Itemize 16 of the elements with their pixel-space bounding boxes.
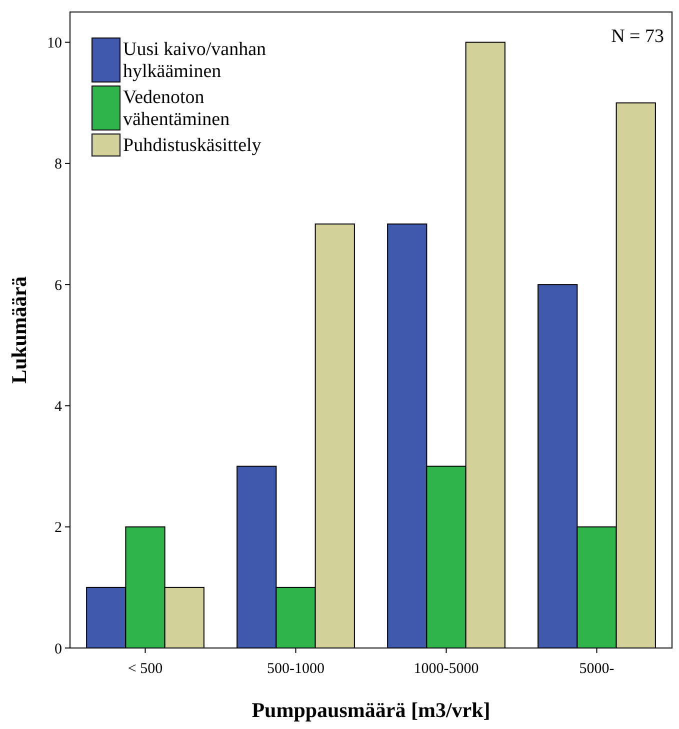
- annotation: N = 73: [611, 26, 664, 47]
- y-tick-label: 2: [54, 520, 62, 536]
- y-tick-label: 0: [54, 641, 62, 658]
- y-axis-title: Lukumäärä: [7, 276, 31, 384]
- y-tick-label: 6: [54, 278, 62, 294]
- x-axis-title: Pumppausmäärä [m3/vrk]: [252, 698, 490, 722]
- y-tick-label: 8: [54, 156, 62, 173]
- legend-label: Uusi kaivo/vanhan hylkääminen: [123, 39, 266, 82]
- y-tick-label: 10: [47, 36, 62, 52]
- legend-label: Puhdistuskäsittely: [123, 135, 262, 156]
- x-tick-label: < 500: [128, 661, 163, 677]
- y-tick-label: 4: [54, 398, 62, 415]
- x-tick-label: 5000-: [579, 661, 614, 677]
- legend-label: Vedenoton vähentäminen: [123, 87, 230, 130]
- x-tick-label: 500-1000: [267, 661, 324, 677]
- x-tick-label: 1000-5000: [414, 661, 479, 677]
